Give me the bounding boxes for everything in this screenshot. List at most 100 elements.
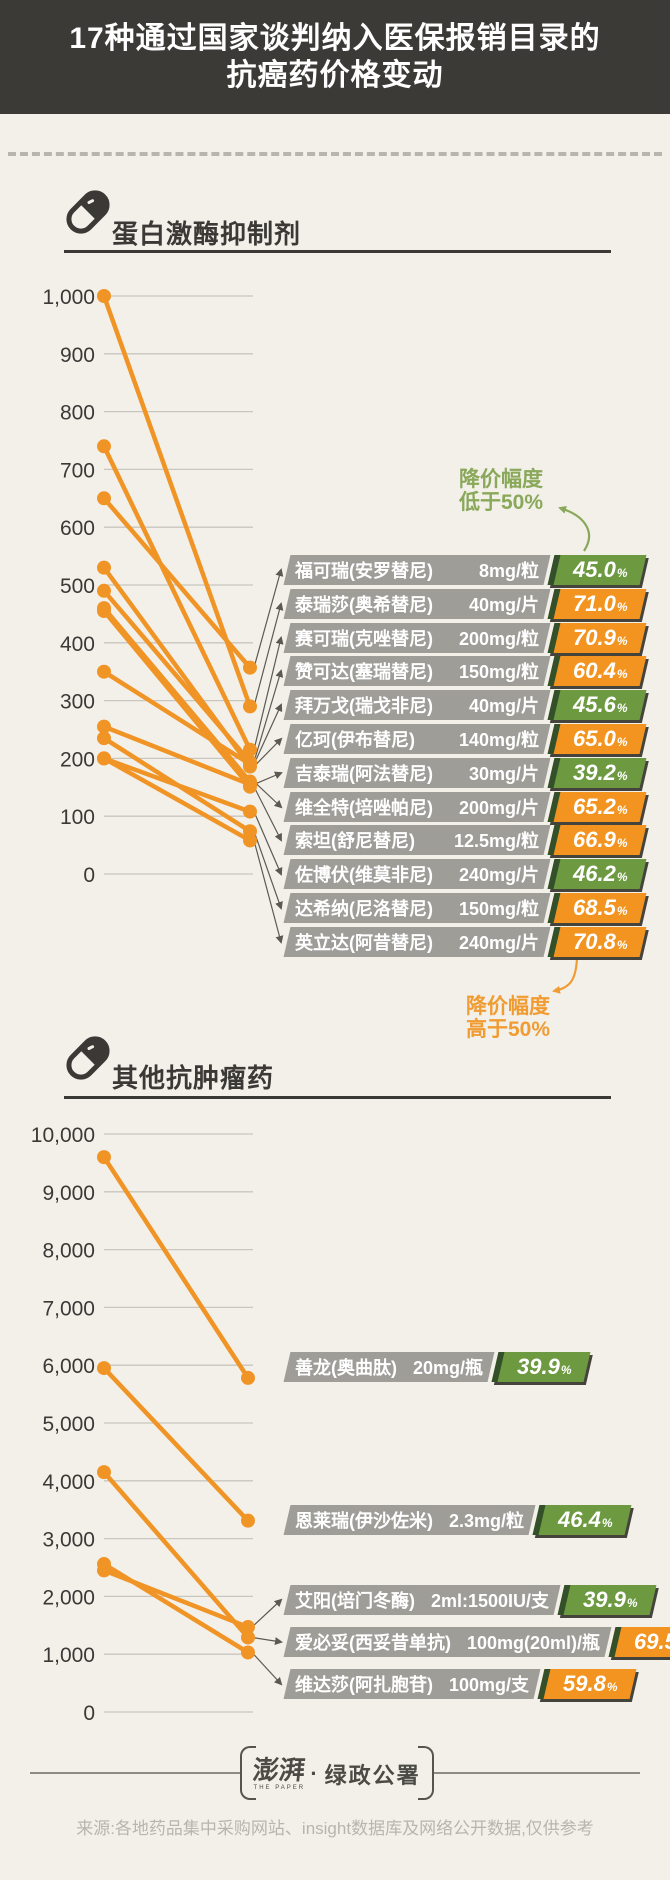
drug-label-bar: 福可瑞(安罗替尼) 8mg/粒 <box>283 555 551 585</box>
drug-row: 维达莎(阿扎胞苷) 100mg/支 59.8% <box>283 1669 637 1699</box>
drug-row: 达希纳(尼洛替尼) 150mg/粒 68.5% <box>283 893 647 923</box>
discount-badge: 66.9% <box>547 825 647 855</box>
logo-bracket-right <box>418 1746 434 1800</box>
drug-row: 赛可瑞(克唑替尼) 200mg/粒 70.9% <box>283 623 647 653</box>
drug-label-bar: 善龙(奥曲肽) 20mg/瓶 <box>283 1352 495 1382</box>
drug-row: 吉泰瑞(阿法替尼) 30mg/片 39.2% <box>283 758 647 788</box>
drug-spec: 140mg/粒 <box>458 730 539 750</box>
discount-value: 39.9 <box>582 1587 626 1612</box>
discount-value: 69.5 <box>633 1629 670 1654</box>
drug-label-bar: 泰瑞莎(奥希替尼) 40mg/片 <box>283 589 551 619</box>
percent-sign: % <box>616 701 628 715</box>
svg-text:500: 500 <box>60 575 95 598</box>
percent-sign: % <box>616 566 628 580</box>
percent-sign: % <box>616 634 628 648</box>
percent-sign: % <box>606 1680 618 1694</box>
drug-name: 善龙(奥曲肽) <box>295 1358 397 1378</box>
drug-name: 爱必妥(西妥昔单抗) <box>295 1633 451 1653</box>
discount-value: 68.5 <box>572 895 616 920</box>
drug-name: 赞可达(塞瑞替尼) <box>295 662 433 682</box>
drug-label-bar: 亿珂(伊布替尼) 140mg/粒 <box>283 724 551 754</box>
drug-label-bar: 维全特(培唑帕尼) 200mg/片 <box>283 792 551 822</box>
drug-row: 索坦(舒尼替尼) 12.5mg/粒 66.9% <box>283 825 647 855</box>
drug-row: 泰瑞莎(奥希替尼) 40mg/片 71.0% <box>283 589 647 619</box>
discount-badge: 71.0% <box>547 589 647 619</box>
drug-row: 佐博伏(维莫非尼) 240mg/片 46.2% <box>283 859 647 889</box>
drug-name: 佐博伏(维莫非尼) <box>295 865 433 885</box>
header: 17种通过国家谈判纳入医保报销目录的 抗癌药价格变动 <box>0 0 670 114</box>
svg-text:100: 100 <box>60 806 95 829</box>
drug-name: 英立达(阿昔替尼) <box>295 933 433 953</box>
drug-label-bar: 维达莎(阿扎胞苷) 100mg/支 <box>283 1669 541 1699</box>
svg-text:9,000: 9,000 <box>42 1182 95 1205</box>
drug-row: 恩莱瑞(伊沙佐米) 2.3mg/粒 46.4% <box>283 1505 632 1535</box>
discount-badge: 45.0% <box>547 555 647 585</box>
drug-label-bar: 恩莱瑞(伊沙佐米) 2.3mg/粒 <box>283 1505 536 1535</box>
svg-text:6,000: 6,000 <box>42 1355 95 1378</box>
drug-label-bar: 拜万戈(瑞戈非尼) 40mg/片 <box>283 690 551 720</box>
percent-sign: % <box>616 870 628 884</box>
drug-row: 福可瑞(安罗替尼) 8mg/粒 45.0% <box>283 555 647 585</box>
svg-text:300: 300 <box>60 691 95 714</box>
drug-spec: 200mg/粒 <box>458 629 539 649</box>
drug-label-bar: 索坦(舒尼替尼) 12.5mg/粒 <box>283 825 551 855</box>
percent-sign: % <box>626 1596 638 1610</box>
capsule-icon <box>66 190 110 234</box>
percent-sign: % <box>616 938 628 952</box>
discount-badge: 70.8% <box>547 927 647 957</box>
drug-spec: 240mg/片 <box>458 865 539 885</box>
svg-text:7,000: 7,000 <box>42 1297 95 1320</box>
drug-name: 达希纳(尼洛替尼) <box>295 899 433 919</box>
source-note: 来源:各地药品集中采购网站、insight数据库及网络公开数据,仅供参考 <box>76 1819 594 1838</box>
drug-name: 拜万戈(瑞戈非尼) <box>295 696 433 716</box>
drug-spec: 2.3mg/粒 <box>449 1511 525 1531</box>
drug-spec: 40mg/片 <box>468 696 539 716</box>
drug-spec: 2ml:1500IU/支 <box>431 1591 550 1611</box>
svg-text:900: 900 <box>60 344 95 367</box>
drug-label-bar: 佐博伏(维莫非尼) 240mg/片 <box>283 859 551 889</box>
svg-text:800: 800 <box>60 402 95 425</box>
drug-name: 福可瑞(安罗替尼) <box>295 561 433 581</box>
drug-name: 维全特(培唑帕尼) <box>295 798 433 818</box>
section-underline-1 <box>64 250 611 253</box>
logo-dot: · <box>310 1761 320 1786</box>
percent-sign: % <box>560 1363 572 1377</box>
discount-badge: 39.2% <box>547 758 647 788</box>
publisher-logo: 澎湃 THE PAPER · 绿政公署 <box>240 1748 434 1800</box>
discount-value: 70.9 <box>572 625 616 650</box>
drug-name: 恩莱瑞(伊沙佐米) <box>295 1511 433 1531</box>
percent-sign: % <box>616 735 628 749</box>
discount-value: 70.8 <box>572 929 616 954</box>
drug-row: 赞可达(塞瑞替尼) 150mg/粒 60.4% <box>283 656 647 686</box>
drug-spec: 8mg/粒 <box>478 561 539 581</box>
discount-value: 39.2 <box>572 760 616 785</box>
discount-value: 45.0 <box>572 557 616 582</box>
discount-badge: 39.9% <box>491 1352 591 1382</box>
annotation-below-50: 降价幅度 低于50% <box>458 468 543 515</box>
svg-text:0: 0 <box>83 1702 95 1725</box>
svg-text:600: 600 <box>60 517 95 540</box>
drug-name: 赛可瑞(克唑替尼) <box>295 629 433 649</box>
drug-spec: 150mg/粒 <box>458 899 539 919</box>
discount-value: 71.0 <box>572 591 616 616</box>
svg-text:1,000: 1,000 <box>42 1644 95 1667</box>
drug-name: 索坦(舒尼替尼) <box>295 831 415 851</box>
section-underline-2 <box>64 1096 611 1099</box>
drug-row: 爱必妥(西妥昔单抗) 100mg(20ml)/瓶 69.5% <box>283 1627 670 1657</box>
drug-spec: 20mg/瓶 <box>413 1358 484 1378</box>
drug-spec: 200mg/片 <box>458 798 539 818</box>
discount-value: 65.0 <box>572 726 616 751</box>
drug-label-bar: 英立达(阿昔替尼) 240mg/片 <box>283 927 551 957</box>
drug-row: 善龙(奥曲肽) 20mg/瓶 39.9% <box>283 1352 591 1382</box>
discount-badge: 70.9% <box>547 623 647 653</box>
logo-name: 绿政公署 <box>324 1763 421 1788</box>
drug-spec: 100mg(20ml)/瓶 <box>467 1633 601 1653</box>
svg-text:3,000: 3,000 <box>42 1529 95 1552</box>
discount-badge: 68.5% <box>547 893 647 923</box>
svg-text:2,000: 2,000 <box>42 1586 95 1609</box>
discount-badge: 65.2% <box>547 792 647 822</box>
discount-badge: 46.2% <box>547 859 647 889</box>
svg-text:4,000: 4,000 <box>42 1471 95 1494</box>
